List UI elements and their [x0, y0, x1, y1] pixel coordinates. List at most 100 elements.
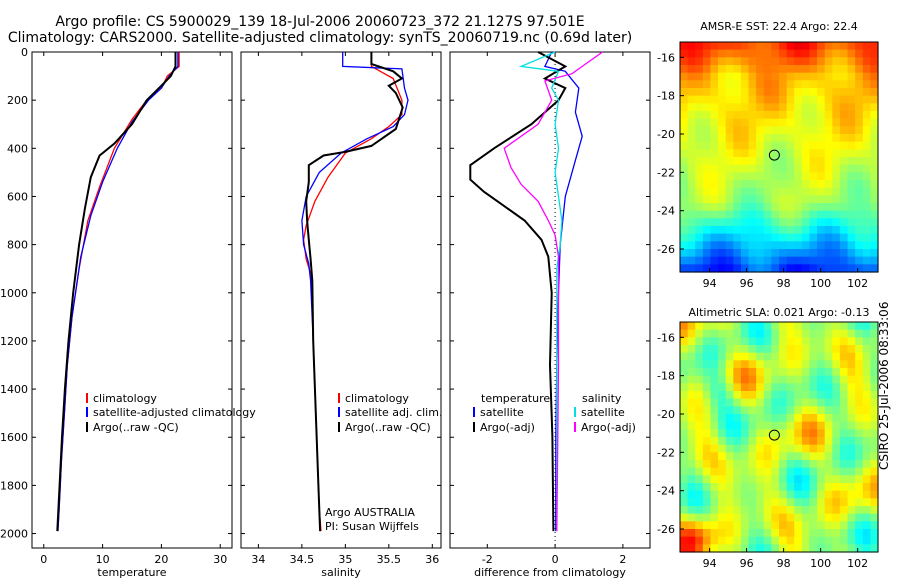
- map-cell: [839, 391, 849, 400]
- map-cell: [809, 375, 818, 384]
- map-cell: [748, 383, 757, 392]
- map-cell: [801, 256, 811, 265]
- map-cell: [839, 72, 849, 81]
- map-cell: [687, 65, 696, 74]
- map-cell: [839, 111, 849, 120]
- map-cell: [771, 141, 780, 150]
- map-cell: [763, 506, 772, 515]
- map-cell: [710, 149, 719, 158]
- map-cell: [817, 118, 826, 127]
- map-cell: [718, 452, 727, 461]
- map-cell: [779, 414, 788, 423]
- map-cell: [794, 467, 803, 476]
- map-cell: [763, 256, 772, 265]
- map-cell: [725, 149, 734, 158]
- map-cell: [809, 460, 818, 469]
- map-cell: [794, 57, 803, 66]
- map-cell: [687, 513, 696, 522]
- map-cell: [862, 506, 871, 515]
- map-cell: [870, 103, 879, 112]
- map-cell: [771, 529, 780, 538]
- map-cell: [801, 141, 811, 150]
- map-cell: [809, 398, 818, 407]
- map-cell: [710, 513, 719, 522]
- map-cell: [687, 329, 696, 338]
- map-cell: [801, 452, 811, 461]
- map-cell: [725, 452, 734, 461]
- map-cell: [870, 536, 879, 545]
- map-cell: [710, 421, 719, 430]
- map-cell: [756, 421, 765, 430]
- sla-map-ytick-label: -18: [657, 370, 675, 383]
- map-cell: [839, 249, 849, 258]
- map-cell: [733, 141, 742, 150]
- map-cell: [794, 42, 803, 51]
- map-cell: [870, 180, 879, 189]
- map-cell: [763, 149, 772, 158]
- map-cell: [794, 375, 803, 384]
- map-cell: [702, 421, 712, 430]
- map-cell: [824, 398, 833, 407]
- map-cell: [862, 406, 871, 415]
- map-cell: [870, 444, 879, 453]
- map-cell: [870, 322, 879, 331]
- map-cell: [771, 203, 780, 212]
- map-cell: [862, 72, 871, 81]
- map-cell: [740, 172, 750, 181]
- map-cell: [794, 195, 803, 204]
- map-cell: [733, 368, 742, 377]
- map-cell: [702, 506, 712, 515]
- map-cell: [779, 134, 788, 143]
- map-cell: [748, 368, 757, 377]
- map-cell: [801, 95, 811, 104]
- map-cell: [786, 95, 795, 104]
- map-cell: [847, 95, 856, 104]
- map-cell: [680, 421, 689, 430]
- difference-series-salinity-argo-adj-: [503, 51, 603, 532]
- map-cell: [839, 49, 849, 58]
- map-cell: [801, 414, 811, 423]
- map-cell: [870, 233, 879, 242]
- map-cell: [794, 329, 803, 338]
- map-cell: [794, 360, 803, 369]
- map-cell: [809, 103, 818, 112]
- map-cell: [801, 57, 811, 66]
- map-cell: [786, 383, 795, 392]
- map-cell: [870, 513, 879, 522]
- temperature-xlabel: temperature: [97, 566, 166, 579]
- map-cell: [824, 329, 833, 338]
- map-cell: [832, 118, 841, 127]
- map-cell: [718, 65, 727, 74]
- map-cell: [756, 65, 765, 74]
- map-cell: [832, 264, 841, 273]
- map-cell: [740, 513, 750, 522]
- map-cell: [824, 241, 833, 250]
- map-cell: [740, 490, 750, 499]
- map-cell: [824, 141, 833, 150]
- map-cell: [862, 80, 871, 89]
- map-cell: [756, 141, 765, 150]
- map-cell: [702, 322, 712, 331]
- map-cell: [862, 195, 871, 204]
- map-cell: [862, 398, 871, 407]
- map-cell: [710, 375, 719, 384]
- map-cell: [832, 414, 841, 423]
- map-cell: [718, 149, 727, 158]
- map-cell: [740, 345, 750, 354]
- map-cell: [855, 391, 864, 400]
- map-cell: [718, 544, 727, 553]
- map-cell: [756, 452, 765, 461]
- map-cell: [794, 218, 803, 227]
- map-cell: [748, 329, 757, 338]
- map-cell: [740, 498, 750, 507]
- map-cell: [801, 203, 811, 212]
- map-cell: [733, 57, 742, 66]
- map-cell: [702, 352, 712, 361]
- map-cell: [786, 391, 795, 400]
- map-cell: [710, 483, 719, 492]
- map-cell: [680, 322, 689, 331]
- map-cell: [771, 118, 780, 127]
- map-cell: [680, 65, 689, 74]
- map-cell: [794, 498, 803, 507]
- map-cell: [817, 172, 826, 181]
